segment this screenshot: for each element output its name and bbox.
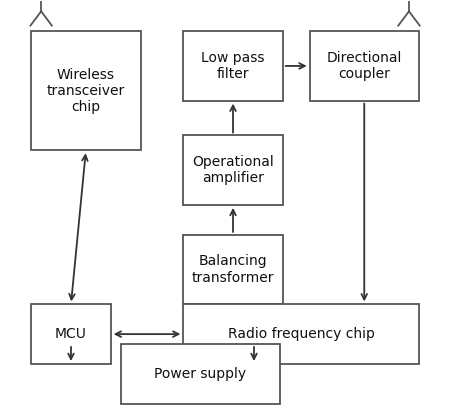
Text: Power supply: Power supply [154, 367, 246, 381]
Bar [183, 235, 283, 304]
Text: MCU: MCU [55, 327, 87, 341]
Bar [183, 31, 283, 101]
Bar [183, 135, 283, 205]
Bar [31, 304, 111, 364]
Bar [183, 304, 419, 364]
Bar [310, 31, 419, 101]
Text: Wireless
transceiver
chip: Wireless transceiver chip [47, 67, 125, 114]
Text: Directional
coupler: Directional coupler [327, 51, 402, 81]
Text: Balancing
transformer: Balancing transformer [192, 254, 274, 285]
Text: Operational
amplifier: Operational amplifier [192, 155, 274, 185]
Text: Low pass
filter: Low pass filter [201, 51, 265, 81]
Bar [121, 344, 280, 404]
Text: Radio frequency chip: Radio frequency chip [228, 327, 374, 341]
Bar [31, 31, 141, 151]
